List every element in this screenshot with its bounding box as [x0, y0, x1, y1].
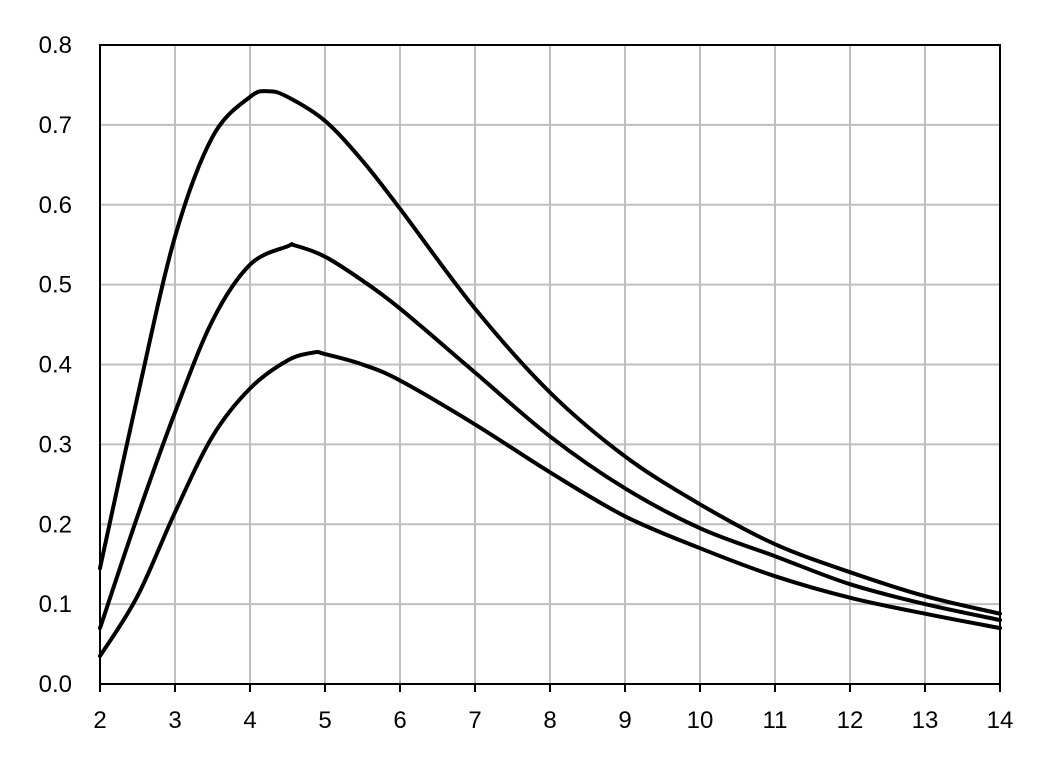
x-tick-label: 8 — [543, 707, 556, 734]
x-tick-label: 12 — [837, 707, 864, 734]
y-tick-label: 0.6 — [39, 192, 72, 219]
x-tick-label: 10 — [687, 707, 714, 734]
y-tick-label: 0.8 — [39, 32, 72, 59]
x-tick-label: 14 — [987, 707, 1014, 734]
y-tick-label: 0.0 — [39, 671, 72, 698]
series-line-2 — [98, 242, 1002, 631]
series-line-1 — [98, 89, 1002, 616]
x-tick-label: 13 — [912, 707, 939, 734]
series-lines — [98, 89, 1002, 658]
x-tick-label: 6 — [393, 707, 406, 734]
y-tick-label: 0.1 — [39, 591, 72, 618]
x-tick-label: 11 — [763, 707, 788, 734]
y-tick-label: 0.4 — [39, 352, 72, 379]
x-tick-label: 9 — [618, 707, 631, 734]
x-tick-label: 4 — [243, 707, 256, 734]
y-axis-tick-labels: 0.0 0.1 0.2 0.3 0.4 0.5 0.6 0.7 0.8 — [39, 32, 72, 698]
series-line-3 — [98, 350, 1002, 658]
y-tick-label: 0.3 — [39, 431, 72, 458]
y-tick-label: 0.7 — [39, 112, 72, 139]
x-tick-label: 2 — [93, 707, 106, 734]
x-tick-label: 3 — [168, 707, 181, 734]
y-tick-label: 0.2 — [39, 511, 72, 538]
x-tick-label: 5 — [318, 707, 331, 734]
x-tick-label: 7 — [468, 707, 481, 734]
y-tick-label: 0.5 — [39, 272, 72, 299]
x-axis-tick-labels: 2 3 4 5 6 7 8 9 10 11 12 13 14 — [93, 684, 1013, 734]
